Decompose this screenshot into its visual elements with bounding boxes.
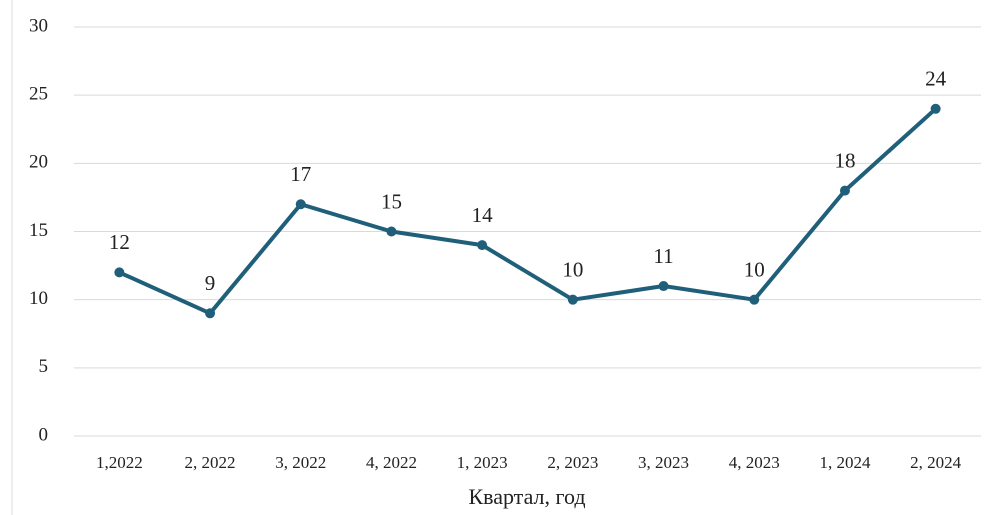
marker (567, 294, 578, 305)
x-axis-title: Квартал, год (468, 484, 585, 509)
y-tick-label: 5 (39, 356, 49, 377)
data-label: 10 (744, 257, 765, 281)
x-tick-label: 2, 2023 (547, 453, 598, 472)
marker (658, 281, 669, 292)
y-tick-label: 20 (29, 152, 48, 173)
y-tick-label: 10 (29, 288, 48, 309)
x-tick-label: 1, 2023 (457, 453, 508, 472)
marker (477, 240, 488, 251)
x-tick-label: 1, 2024 (819, 453, 871, 472)
data-label: 17 (290, 162, 311, 186)
marker (930, 103, 941, 114)
marker (386, 226, 397, 237)
data-label: 12 (109, 230, 130, 254)
marker (114, 267, 125, 278)
x-tick-label: 2, 2024 (910, 453, 962, 472)
data-label: 15 (381, 189, 402, 213)
data-label: 11 (653, 244, 673, 268)
x-tick-label: 3, 2022 (275, 453, 326, 472)
x-tick-label: 1,2022 (96, 453, 143, 472)
marker (749, 294, 760, 305)
y-tick-label: 0 (39, 424, 49, 445)
marker (839, 185, 850, 196)
data-label: 9 (205, 271, 216, 295)
marker (205, 308, 216, 319)
data-label: 14 (472, 203, 494, 227)
x-tick-label: 3, 2023 (638, 453, 689, 472)
y-tick-label: 15 (29, 220, 48, 241)
line (118, 107, 937, 316)
y-tick-label: 25 (29, 84, 48, 105)
y-tick-label: 30 (29, 15, 48, 36)
data-label: 10 (562, 257, 583, 281)
x-tick-label: 4, 2023 (729, 453, 780, 472)
data-label: 24 (925, 67, 947, 91)
data-label: 18 (834, 148, 855, 172)
x-tick-label: 4, 2022 (366, 453, 417, 472)
marker (295, 199, 306, 210)
x-tick-label: 2, 2022 (185, 453, 236, 472)
